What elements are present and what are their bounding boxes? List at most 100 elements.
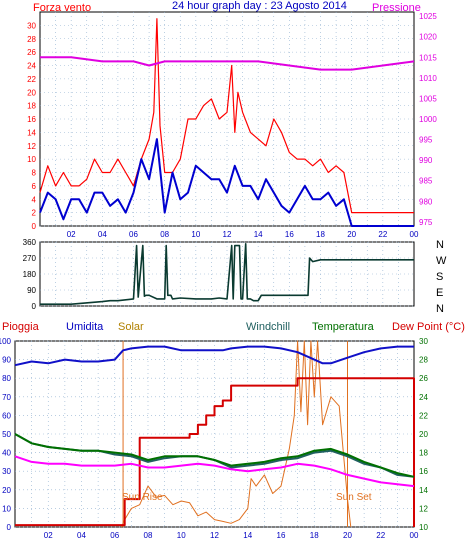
y-right-tick-label: 12 (419, 504, 428, 513)
sunset-label: Sun Set (336, 492, 372, 503)
compass-label: N (436, 303, 444, 315)
humidity-label: Umidita (66, 321, 104, 333)
temperature-line (14, 433, 415, 478)
y-right-tick-label: 20 (419, 430, 428, 439)
y-left-tick-label: 50 (2, 430, 11, 439)
x-tick-label: 14 (243, 531, 252, 540)
y-left-tick-label: 0 (32, 222, 37, 231)
rain-label: Pioggia (2, 321, 40, 333)
wind-direction-series (40, 243, 414, 306)
y-right-tick-label: 26 (419, 374, 428, 383)
y-left-tick-label: 0 (32, 302, 37, 311)
x-tick-label: 16 (285, 230, 294, 239)
y-right-tick-label: 1020 (419, 33, 437, 42)
weather-time-tick-labels: 02 04 06 08 10 12 14 16 18 20 22 00 (44, 531, 419, 540)
y-left-tick-label: 28 (27, 35, 36, 44)
x-tick-label: 00 (410, 531, 419, 540)
x-tick-label: 22 (376, 531, 385, 540)
y-right-tick-label: 975 (419, 218, 433, 227)
x-tick-label: 12 (210, 531, 219, 540)
y-left-tick-label: 18 (27, 102, 36, 111)
y-left-tick-label: 60 (2, 411, 11, 420)
y-right-tick-label: 1015 (419, 53, 437, 62)
y-left-tick-label: 10 (27, 155, 36, 164)
sunrise-label: Sun Rise (122, 492, 163, 503)
compass-label: E (436, 287, 443, 299)
x-tick-label: 06 (129, 230, 138, 239)
pressure-axis-label: Pressione (372, 2, 421, 14)
y-left-tick-label: 270 (23, 254, 37, 263)
solar-line (120, 340, 352, 528)
y-right-tick-label: 14 (419, 486, 428, 495)
y-left-tick-label: 22 (27, 75, 36, 84)
x-tick-label: 14 (254, 230, 263, 239)
y-left-tick-label: 90 (2, 356, 11, 365)
y-right-tick-label: 18 (419, 449, 428, 458)
temperature-tick-labels: 10 12 14 16 18 20 22 24 26 28 30 (419, 337, 428, 532)
y-left-tick-label: 30 (2, 467, 11, 476)
wind-direction-line (40, 243, 414, 306)
y-left-tick-label: 2 (32, 209, 37, 218)
y-right-tick-label: 10 (419, 523, 428, 532)
pressure-tick-labels: 975 980 985 990 995 1000 1005 1010 1015 1020 1025 (419, 12, 437, 227)
x-tick-label: 20 (347, 230, 356, 239)
x-tick-label: 02 (67, 230, 76, 239)
y-right-tick-label: 28 (419, 356, 428, 365)
x-tick-label: 10 (191, 230, 200, 239)
y-left-tick-label: 0 (7, 523, 12, 532)
y-left-tick-label: 40 (2, 449, 11, 458)
y-right-tick-label: 985 (419, 177, 433, 186)
x-tick-label: 16 (277, 531, 286, 540)
x-tick-label: 06 (110, 531, 119, 540)
rain-line (15, 377, 415, 527)
y-left-tick-label: 30 (27, 21, 36, 30)
compass-label: S (436, 271, 443, 283)
y-left-tick-label: 10 (2, 504, 11, 513)
y-right-tick-label: 1025 (419, 12, 437, 21)
solar-label: Solar (118, 321, 144, 333)
y-left-tick-label: 6 (32, 182, 37, 191)
pressure-line (40, 56, 415, 71)
y-left-tick-label: 360 (23, 238, 37, 247)
dewpoint-label: Dew Point (°C) (392, 321, 465, 333)
y-right-tick-label: 30 (419, 337, 428, 346)
y-right-tick-label: 22 (419, 411, 428, 420)
x-tick-label: 20 (343, 531, 352, 540)
x-tick-label: 12 (223, 230, 232, 239)
x-tick-label: 18 (316, 230, 325, 239)
y-left-tick-label: 8 (32, 169, 37, 178)
x-tick-label: 04 (77, 531, 86, 540)
x-tick-label: 22 (378, 230, 387, 239)
y-left-tick-label: 20 (27, 88, 36, 97)
y-left-tick-label: 24 (27, 62, 36, 71)
wind-direction-tick-labels: 0 90 180 270 360 (23, 238, 37, 311)
dewpoint-line (14, 455, 415, 488)
y-right-tick-label: 24 (419, 393, 428, 402)
y-right-tick-label: 1010 (419, 74, 437, 83)
humidity-tick-labels: 0 10 20 30 40 50 60 70 80 90 100 (0, 337, 12, 532)
y-right-tick-label: 1000 (419, 115, 437, 124)
y-left-tick-label: 180 (23, 270, 37, 279)
y-right-tick-label: 1005 (419, 94, 437, 103)
compass-label: N (436, 239, 444, 251)
humidity-line (14, 345, 414, 367)
windchill-label: Windchill (246, 321, 290, 333)
x-tick-label: 00 (410, 230, 419, 239)
y-left-tick-label: 12 (27, 142, 36, 151)
x-tick-label: 02 (44, 531, 53, 540)
wind-time-tick-labels: 02 04 06 08 10 12 14 16 18 20 22 00 (67, 230, 419, 239)
y-left-tick-label: 100 (0, 337, 12, 346)
wind-axis-label: Forza vento (33, 2, 91, 14)
x-tick-label: 04 (98, 230, 107, 239)
y-right-tick-label: 990 (419, 156, 433, 165)
compass-label: W (436, 255, 447, 267)
y-left-tick-label: 20 (2, 486, 11, 495)
y-left-tick-label: 14 (27, 128, 36, 137)
y-right-tick-label: 995 (419, 136, 433, 145)
y-left-tick-label: 90 (27, 286, 36, 295)
chart-title: 24 hour graph day : 23 Agosto 2014 (172, 0, 347, 12)
x-tick-label: 18 (310, 531, 319, 540)
